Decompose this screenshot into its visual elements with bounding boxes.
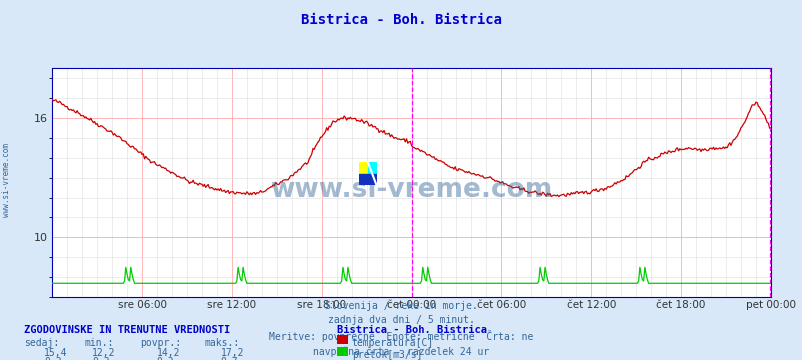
Text: ZGODOVINSKE IN TRENUTNE VREDNOSTI: ZGODOVINSKE IN TRENUTNE VREDNOSTI	[24, 325, 230, 335]
Text: povpr.:: povpr.:	[140, 338, 181, 348]
Text: 15,4: 15,4	[44, 348, 67, 358]
Text: maks.:: maks.:	[205, 338, 240, 348]
Text: pretok[m3/s]: pretok[m3/s]	[351, 350, 422, 360]
Text: 0,7: 0,7	[221, 357, 238, 360]
Text: min.:: min.:	[84, 338, 114, 348]
Text: 0,3: 0,3	[92, 357, 110, 360]
Bar	[358, 174, 376, 185]
Text: Bistrica - Boh. Bistrica: Bistrica - Boh. Bistrica	[301, 13, 501, 27]
Text: Bistrica - Boh. Bistrica: Bistrica - Boh. Bistrica	[337, 325, 487, 335]
Text: 14,2: 14,2	[156, 348, 180, 358]
Text: 0,3: 0,3	[156, 357, 174, 360]
Text: sedaj:: sedaj:	[24, 338, 59, 348]
Text: 12,2: 12,2	[92, 348, 115, 358]
Text: temperatura[C]: temperatura[C]	[351, 338, 433, 348]
Bar	[358, 162, 367, 174]
Text: 0,3: 0,3	[44, 357, 62, 360]
Text: www.si-vreme.com: www.si-vreme.com	[2, 143, 11, 217]
Bar	[367, 162, 376, 174]
Text: www.si-vreme.com: www.si-vreme.com	[270, 176, 552, 203]
Text: 17,2: 17,2	[221, 348, 244, 358]
Text: Slovenija / reke in morje.
zadnja dva dni / 5 minut.
Meritve: povprečne  Enote: : Slovenija / reke in morje. zadnja dva dn…	[269, 301, 533, 357]
